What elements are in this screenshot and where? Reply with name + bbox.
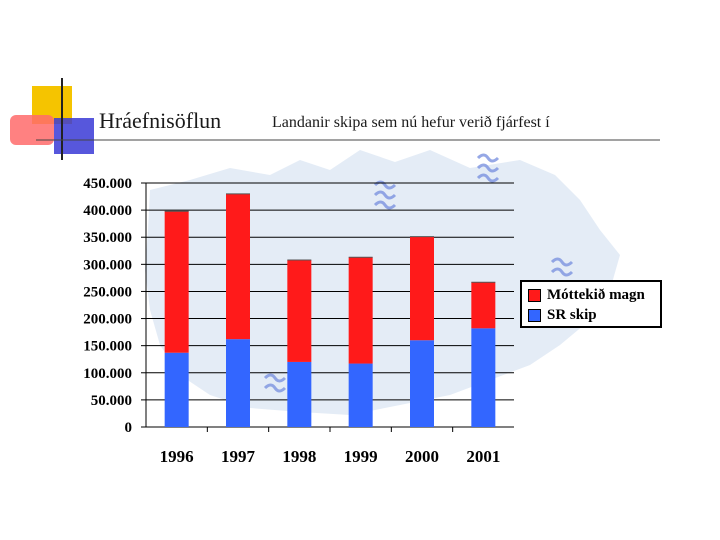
bar-segment — [287, 361, 312, 427]
sr-logo-marks — [263, 153, 574, 393]
legend-item-received: Móttekið magn — [528, 285, 654, 305]
slide-subtitle: Landanir skipa sem nú hefur verið fjárfe… — [272, 114, 550, 131]
y-tick-label: 200.000 — [83, 312, 132, 328]
y-tick-label: 450.000 — [83, 176, 132, 192]
logo-mark — [476, 153, 500, 183]
iceland-map-background — [145, 150, 620, 415]
y-tick-label: 50.000 — [91, 393, 132, 409]
corner-accent-graphic — [10, 78, 660, 160]
y-tick-label: 0 — [125, 420, 133, 436]
legend-swatch-sr-skip — [528, 308, 541, 322]
y-tick-label: 400.000 — [83, 203, 132, 219]
y-tick-label: 350.000 — [83, 230, 132, 246]
bar-segment — [226, 193, 250, 340]
legend-label-received: Móttekið magn — [547, 286, 645, 303]
bar-segment — [471, 282, 496, 329]
bar-segment — [164, 352, 189, 427]
logo-mark — [550, 257, 574, 277]
x-tick-label: 1999 — [344, 447, 378, 466]
x-tick-label: 1998 — [282, 447, 316, 466]
legend-item-sr-skip: SR skip — [528, 305, 654, 325]
slide-title: Hráefnisöflun — [99, 108, 222, 133]
legend-swatch-received — [528, 288, 541, 302]
x-tick-label: 2000 — [405, 447, 439, 466]
y-tick-label: 300.000 — [83, 257, 132, 273]
logo-mark — [263, 373, 287, 393]
x-tick-label: 1997 — [221, 447, 256, 466]
x-tick-label: 1996 — [160, 447, 194, 466]
red-accent-square — [10, 115, 54, 145]
y-tick-label: 150.000 — [83, 339, 132, 355]
bar-segment — [348, 257, 373, 364]
y-tick-label: 100.000 — [83, 366, 132, 382]
bar-segment — [164, 211, 189, 353]
bar-segment — [287, 259, 312, 362]
bar-segment — [410, 236, 434, 341]
bar-segment — [410, 340, 434, 427]
bar-segment — [348, 363, 373, 427]
y-tick-label: 250.000 — [83, 284, 132, 300]
chart-legend: Móttekið magn SR skip — [520, 280, 662, 328]
bar-segment — [226, 339, 250, 427]
bar-segment — [471, 328, 496, 427]
x-tick-label: 2001 — [466, 447, 500, 466]
blue-accent-square — [54, 118, 94, 154]
legend-label-sr-skip: SR skip — [547, 306, 597, 323]
